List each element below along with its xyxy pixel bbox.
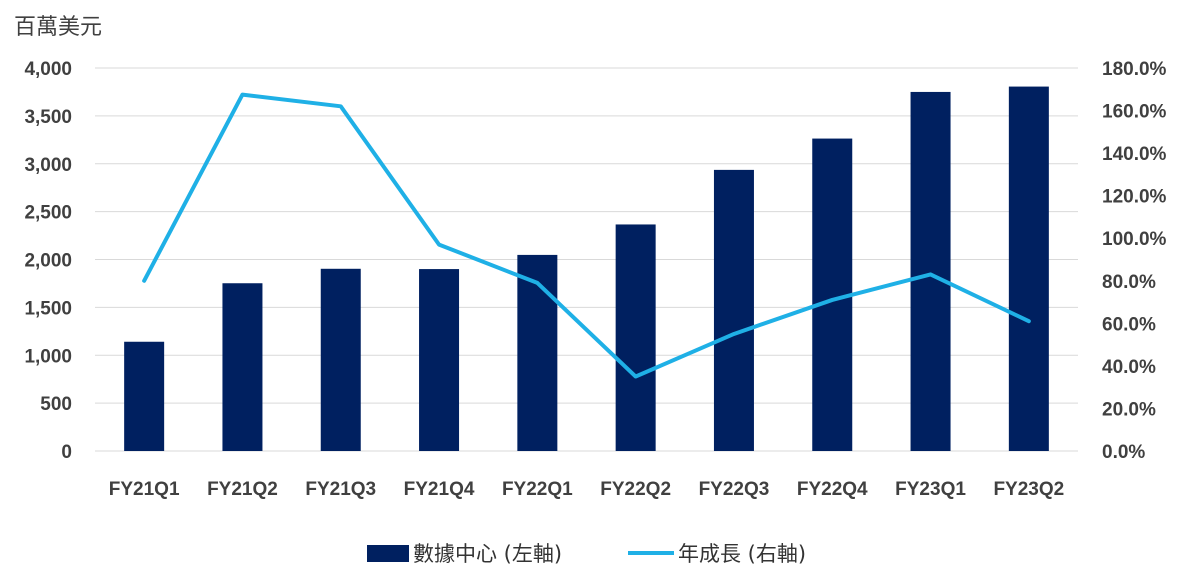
- left-axis-tick-label: 1,500: [24, 298, 72, 319]
- right-axis-tick-label: 140.0%: [1102, 144, 1167, 165]
- bar-FY22Q1: [517, 254, 558, 451]
- category-label: FY23Q1: [895, 479, 966, 500]
- category-label: FY22Q4: [797, 479, 868, 500]
- bar-FY21Q4: [419, 269, 460, 451]
- bar-FY21Q2: [222, 283, 263, 451]
- growth-line: [142, 92, 1031, 379]
- category-label: FY22Q1: [502, 479, 573, 500]
- category-label: FY23Q2: [993, 479, 1064, 500]
- right-axis-tick-label: 180.0%: [1102, 59, 1167, 80]
- left-axis-tick-label: 2,000: [24, 251, 72, 272]
- left-axis-tick-label: 3,000: [24, 155, 72, 176]
- bar-FY23Q1: [910, 91, 951, 451]
- legend: 數據中心 (左軸) 年成長 (右軸): [367, 542, 806, 566]
- bar-series: [124, 86, 1049, 452]
- right-axis-tick-label: 120.0%: [1102, 187, 1167, 208]
- right-axis-tick-label: 160.0%: [1102, 102, 1167, 123]
- category-label: FY21Q3: [305, 479, 376, 500]
- right-axis-ticks: 0.0% 20.0% 40.0% 60.0% 80.0% 100.0% 120.0% 140.…: [1102, 59, 1167, 463]
- bar-FY23Q2: [1008, 86, 1049, 451]
- bar-FY21Q3: [320, 268, 361, 451]
- left-axis-tick-label: 0: [61, 442, 72, 463]
- right-axis-tick-label: 60.0%: [1102, 314, 1156, 335]
- category-label: FY22Q3: [699, 479, 770, 500]
- right-axis-tick-label: 20.0%: [1102, 399, 1156, 420]
- bar-FY21Q1: [124, 341, 165, 451]
- left-axis-tick-label: 2,500: [24, 203, 72, 224]
- category-axis-labels: FY21Q1 FY21Q2 FY21Q3 FY21Q4 FY22Q1 FY22Q2 FY22…: [109, 479, 1064, 500]
- right-axis-tick-label: 100.0%: [1102, 229, 1167, 250]
- category-label: FY22Q2: [600, 479, 671, 500]
- left-axis-tick-label: 1,000: [24, 346, 72, 367]
- right-axis-tick-label: 40.0%: [1102, 357, 1156, 378]
- left-axis-tick-label: 500: [40, 394, 72, 415]
- right-axis-tick-label: 0.0%: [1102, 442, 1145, 463]
- left-axis-tick-label: 4,000: [24, 59, 72, 80]
- right-axis-tick-label: 80.0%: [1102, 272, 1156, 293]
- growth-line-series: [142, 92, 1031, 379]
- bar-FY22Q2: [615, 224, 656, 451]
- legend-swatch-bar: [367, 545, 409, 562]
- category-label: FY21Q4: [404, 479, 475, 500]
- legend-label-bar: 數據中心 (左軸): [413, 542, 562, 566]
- legend-label-line: 年成長 (右軸): [678, 542, 806, 566]
- category-label: FY21Q1: [109, 479, 180, 500]
- left-axis-ticks: 0 500 1,000 1,500 2,000 2,500 3,000 3,500 4,000: [24, 59, 72, 463]
- left-axis-tick-label: 3,500: [24, 107, 72, 128]
- category-label: FY21Q2: [207, 479, 278, 500]
- y-unit-label: 百萬美元: [14, 15, 102, 40]
- bar-FY22Q3: [713, 169, 754, 452]
